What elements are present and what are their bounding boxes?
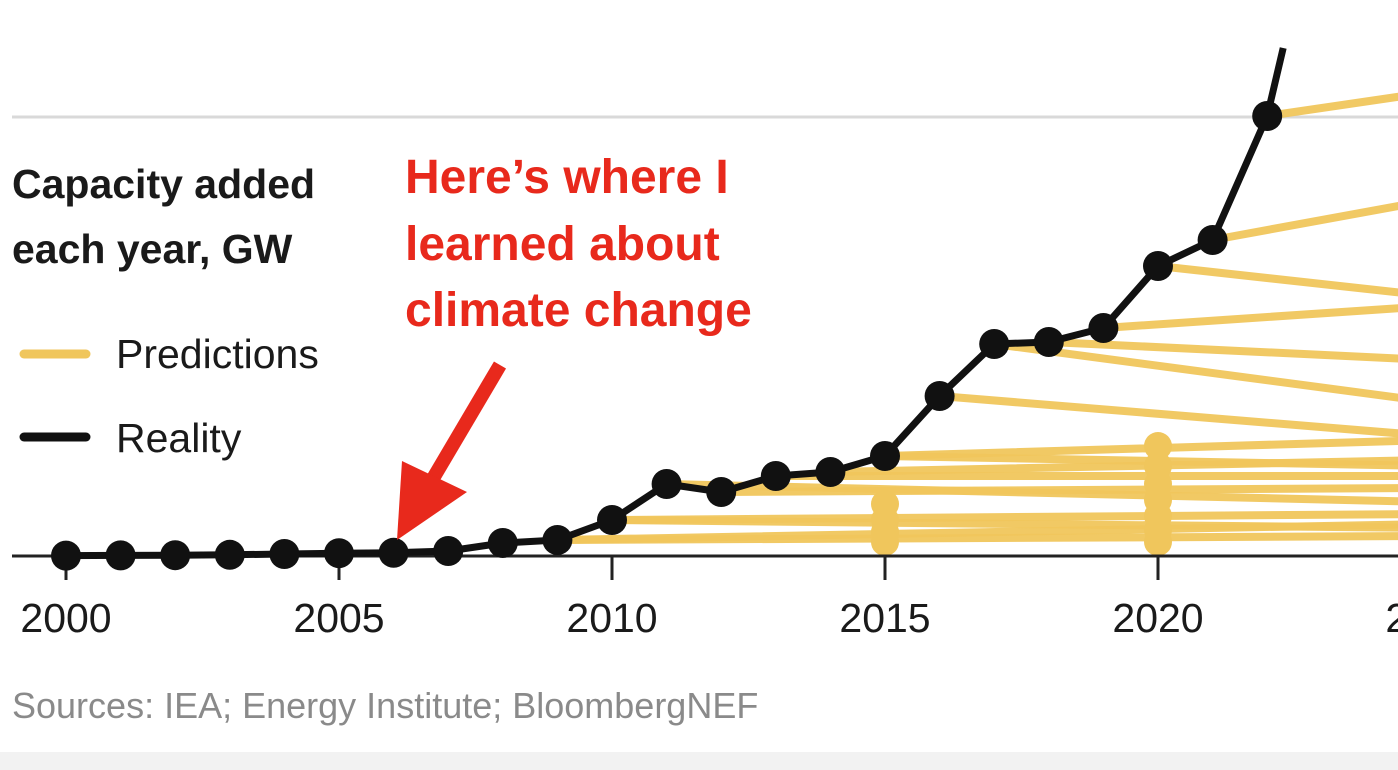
reality-point <box>870 441 900 471</box>
x-axis: 2000 2005 2010 2015 2020 2025 <box>12 554 1398 641</box>
prediction-point <box>1144 432 1172 460</box>
annotation-arrow-shaft <box>421 361 507 491</box>
annotation-line-3: climate change <box>405 284 752 337</box>
legend-title-line-2: each year, GW <box>12 226 293 272</box>
prediction-line <box>881 436 1398 460</box>
x-tick-label: 2015 <box>839 595 930 641</box>
x-tick-label: 2025 <box>1385 595 1398 641</box>
reality-point <box>760 461 791 491</box>
reality-point <box>1033 327 1064 357</box>
page-footer-bar <box>0 752 1398 770</box>
reality-point <box>1088 313 1119 343</box>
prediction-line <box>1044 338 1398 363</box>
reality-point <box>651 469 682 499</box>
source-note: Sources: IEA; Energy Institute; Bloomber… <box>12 685 758 726</box>
prediction-line <box>1099 304 1398 332</box>
prediction-point <box>1144 528 1172 556</box>
reality-point <box>1197 225 1228 255</box>
annotation-line-2: learned about <box>405 218 720 271</box>
reality-point <box>105 540 136 571</box>
reality-point <box>51 540 81 571</box>
legend-reality-label: Reality <box>116 415 242 461</box>
reality-point <box>324 538 354 569</box>
reality-point <box>214 539 245 570</box>
prediction-line <box>990 340 1398 402</box>
prediction-line <box>1263 92 1398 120</box>
annotation-arrow-head <box>397 461 467 540</box>
reality-point <box>979 329 1010 359</box>
prediction-line <box>608 510 1398 524</box>
reality-layer <box>51 47 1287 571</box>
prediction-line <box>717 484 1398 496</box>
prediction-point <box>871 528 899 556</box>
reality-point <box>924 381 955 411</box>
x-tick-label: 2000 <box>20 595 111 641</box>
legend-title-line-1: Capacity added <box>12 161 315 207</box>
reality-point <box>378 537 409 568</box>
reality-point <box>269 539 300 569</box>
reality-point <box>597 505 627 535</box>
reality-point <box>706 477 737 507</box>
reality-point <box>1143 251 1173 281</box>
reality-point <box>487 528 518 558</box>
annotation: Here’s where I learned about climate cha… <box>397 151 752 540</box>
predictions-layer <box>553 92 1398 556</box>
reality-point <box>160 540 191 571</box>
legend-predictions-label: Predictions <box>116 331 319 377</box>
prediction-line <box>1154 262 1398 297</box>
legend: Capacity added each year, GW Predictions… <box>12 161 319 461</box>
prediction-line <box>935 392 1398 438</box>
prediction-line <box>1208 201 1398 244</box>
annotation-line-1: Here’s where I <box>405 151 729 204</box>
x-tick-label: 2020 <box>1112 595 1203 641</box>
reality-point <box>542 525 573 555</box>
x-tick-label: 2010 <box>566 595 657 641</box>
x-tick-label: 2005 <box>293 595 384 641</box>
reality-point <box>1252 101 1283 131</box>
reality-point <box>815 457 846 487</box>
reality-point <box>433 536 464 566</box>
